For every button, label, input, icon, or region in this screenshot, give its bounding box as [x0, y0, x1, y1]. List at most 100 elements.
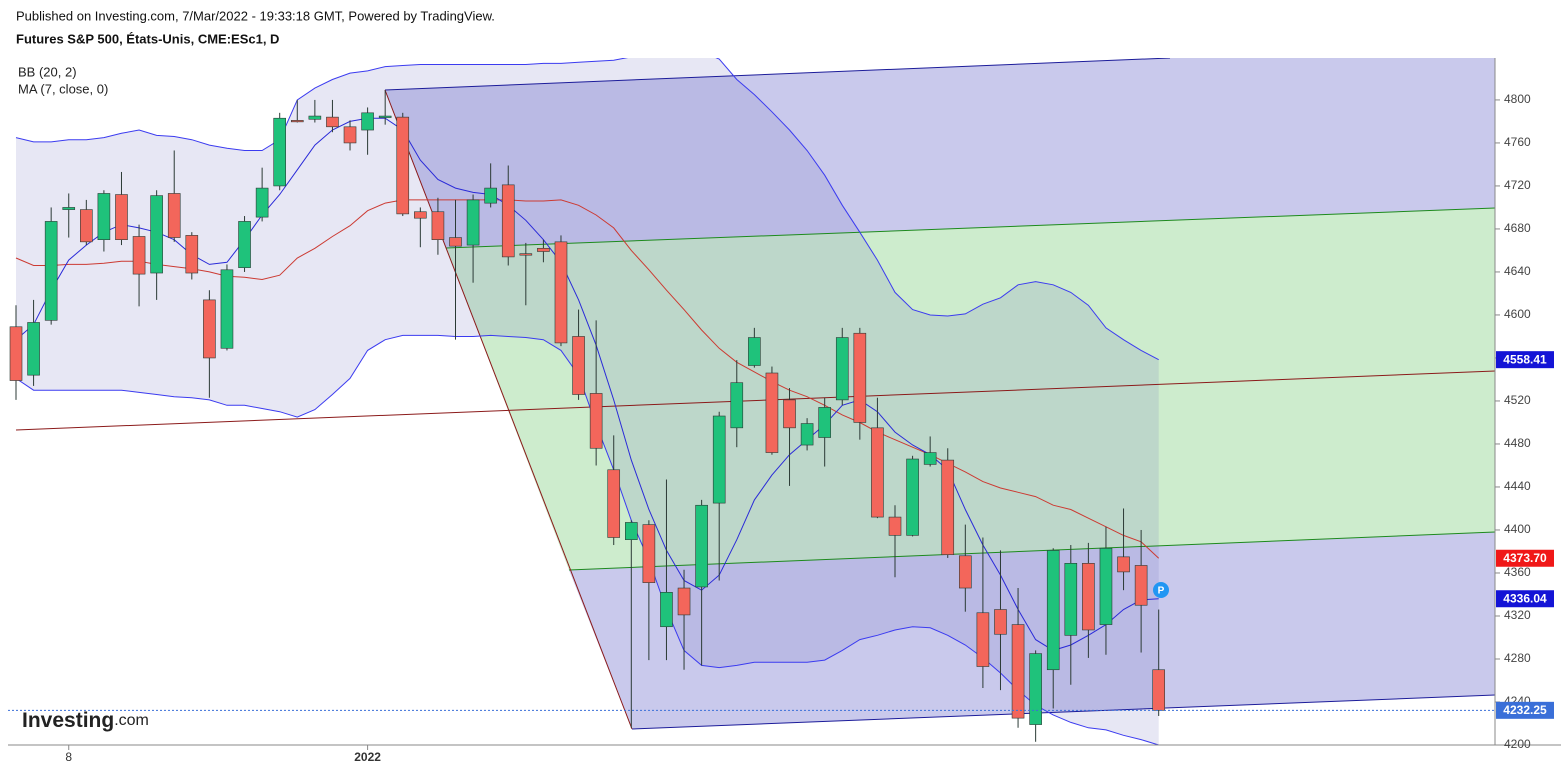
candle-body [800, 423, 814, 446]
x-tick-label: 2022 [354, 750, 381, 764]
candle-body [941, 459, 955, 556]
candle-body [290, 120, 304, 123]
candle-body [238, 221, 251, 268]
band-upper [15, 58, 1159, 361]
band-basis [15, 199, 1160, 559]
y-tick-label: 4680 [1504, 221, 1531, 235]
candle-body [414, 211, 427, 219]
candle-body [976, 612, 990, 667]
candle-body [1134, 565, 1148, 606]
candle-body [1099, 547, 1113, 625]
pitchfork-upper [445, 207, 1495, 249]
candle-body [343, 126, 357, 144]
y-tick-label: 4480 [1504, 436, 1531, 450]
candle-body [1082, 563, 1095, 631]
candle-body [27, 322, 40, 376]
candle-body [361, 112, 374, 131]
candle-body [730, 382, 744, 429]
y-tick-label: 4640 [1504, 264, 1531, 278]
logo-name: Investing [22, 709, 114, 732]
candle-body [449, 237, 462, 247]
candle-body [115, 194, 128, 240]
pitchfork-handle [384, 89, 633, 730]
pitchfork-upper-zone [385, 58, 1495, 248]
candle-body [132, 236, 146, 275]
y-tick-label: 4720 [1504, 178, 1531, 192]
marker-label: P [1158, 586, 1165, 597]
candle-body [431, 211, 445, 240]
chart-title: Futures S&P 500, États-Unis, CME:ESc1, D [16, 31, 279, 46]
marker-badge [1153, 582, 1169, 598]
candle-body [959, 555, 972, 589]
candle-body [1046, 550, 1060, 671]
y-tick-label: 4400 [1504, 522, 1531, 536]
candle-body [9, 326, 23, 381]
candle-body [783, 399, 796, 429]
candle-body [994, 609, 1007, 635]
candle-body [818, 407, 831, 438]
price-label: 4336.04 [1503, 591, 1547, 605]
candle-body [554, 241, 568, 344]
indicator-layer [15, 58, 1160, 745]
legend-entry: BB (20, 2) [18, 64, 77, 79]
candle-body [712, 415, 726, 504]
candle-body [484, 187, 497, 204]
candle-body [765, 372, 779, 453]
price-label-box [1496, 590, 1554, 608]
y-tick-label: 4600 [1504, 307, 1531, 321]
candle-body [466, 199, 480, 246]
candle-body [642, 524, 656, 583]
band-fill [16, 58, 1159, 745]
pitchfork-lines [15, 58, 1495, 730]
logo: Investing.com [22, 709, 149, 732]
candle-body [624, 522, 638, 540]
y-tick-label: 4440 [1504, 479, 1531, 493]
candle-body [396, 116, 410, 215]
legend-entry: MA (7, close, 0) [18, 81, 108, 96]
pitchfork-bottom [631, 694, 1495, 730]
candle-body [1117, 556, 1130, 573]
price-label-box [1496, 351, 1554, 369]
candle-body [1064, 563, 1078, 636]
candle-body [589, 393, 603, 449]
band-layer [16, 58, 1159, 745]
candle-body [888, 516, 902, 536]
candle-body [748, 337, 761, 366]
candle-body [607, 469, 621, 538]
candle-body [150, 195, 163, 274]
candle-body [97, 193, 111, 240]
ma-line [15, 117, 1159, 651]
x-tick-label: 8 [65, 750, 72, 764]
pitchfork-lower-zone [569, 532, 1495, 729]
candle-layer [9, 90, 1165, 742]
logo-domain: .com [114, 712, 149, 729]
candle-body [273, 117, 287, 187]
candle-body [572, 336, 585, 395]
y-tick-label: 4320 [1504, 608, 1531, 622]
candle-body [80, 209, 93, 243]
candle-body [44, 221, 58, 321]
y-tick-label: 4520 [1504, 393, 1531, 407]
candle-body [660, 592, 673, 628]
candle-body [1029, 653, 1042, 725]
candle-body [255, 187, 269, 218]
y-tick-label: 4760 [1504, 135, 1531, 149]
candle-body [677, 587, 691, 616]
axis-layer: 4200424042804320436044004440448045204560… [8, 92, 1554, 764]
price-label-box [1496, 549, 1554, 567]
candle-body [695, 504, 708, 588]
candle-body [378, 115, 392, 118]
candle-body [871, 427, 884, 518]
published-note: Published on Investing.com, 7/Mar/2022 -… [16, 8, 495, 23]
pitchfork-median-zone [446, 208, 1495, 570]
candle-body [185, 235, 199, 274]
candle-body [203, 299, 216, 359]
candle-body [853, 332, 867, 423]
band-lower [15, 334, 1159, 745]
y-tick-label: 4360 [1504, 565, 1531, 579]
pitchfork-top [384, 58, 1171, 91]
candle-body [326, 116, 339, 128]
price-label: 4232.25 [1503, 703, 1547, 717]
